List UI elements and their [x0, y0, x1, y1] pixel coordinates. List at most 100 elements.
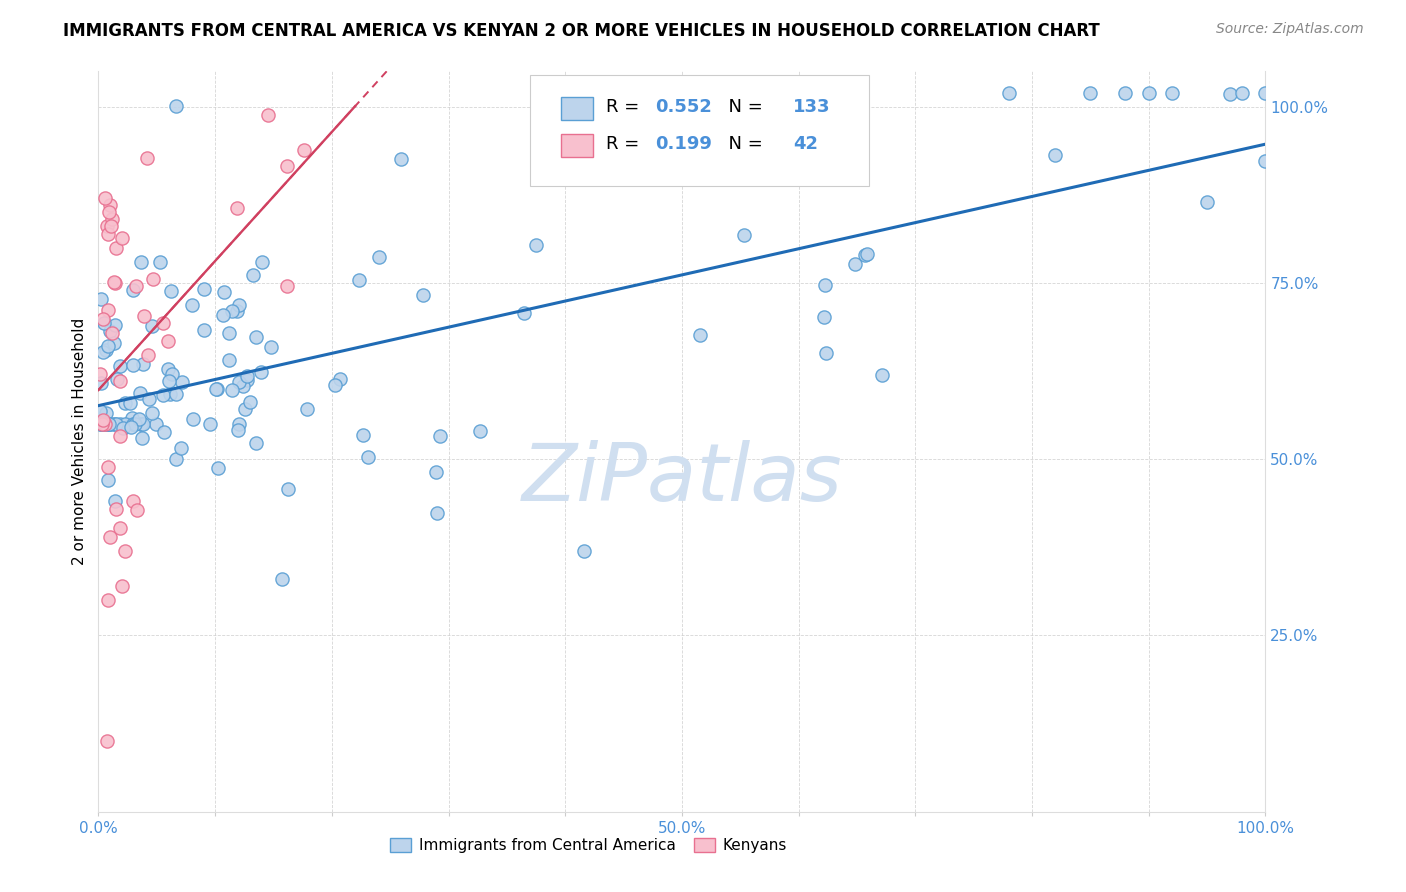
- Point: [97, 473, 120, 487]
- Point: [157, 374, 180, 388]
- Point: [270, 572, 292, 586]
- Point: [250, 366, 273, 380]
- Point: [97, 205, 120, 219]
- Point: [100, 326, 122, 340]
- Point: [103, 275, 125, 289]
- Point: [181, 298, 204, 312]
- Point: [100, 219, 122, 234]
- Point: [104, 417, 127, 431]
- Point: [141, 319, 163, 334]
- Point: [90, 417, 112, 431]
- Point: [134, 310, 156, 324]
- Point: [152, 316, 174, 330]
- Point: [96, 734, 118, 748]
- Text: 42: 42: [793, 135, 818, 153]
- Point: [97, 417, 120, 431]
- Point: [1161, 86, 1184, 100]
- Point: [1254, 86, 1277, 100]
- Y-axis label: 2 or more Vehicles in Household: 2 or more Vehicles in Household: [72, 318, 87, 566]
- Point: [104, 417, 127, 431]
- Point: [136, 151, 159, 165]
- Point: [513, 306, 536, 320]
- Point: [221, 383, 243, 397]
- Point: [160, 368, 183, 382]
- Point: [353, 428, 375, 442]
- Text: 0.552: 0.552: [655, 98, 711, 116]
- Point: [200, 417, 222, 431]
- Point: [97, 417, 120, 431]
- Point: [165, 99, 187, 113]
- Point: [853, 248, 876, 262]
- Point: [105, 372, 128, 386]
- Text: N =: N =: [717, 135, 769, 153]
- Point: [96, 417, 118, 431]
- Point: [90, 292, 112, 306]
- Point: [108, 417, 131, 431]
- Point: [814, 277, 837, 292]
- Point: [145, 417, 167, 431]
- Point: [104, 241, 127, 255]
- Point: [108, 521, 131, 535]
- Point: [138, 392, 160, 407]
- Point: [124, 279, 146, 293]
- Point: [89, 404, 111, 418]
- Point: [1219, 87, 1241, 102]
- Point: [228, 417, 250, 431]
- Point: [242, 268, 264, 283]
- Text: ZiPatlas: ZiPatlas: [522, 440, 842, 517]
- Point: [131, 417, 153, 431]
- Point: [276, 159, 298, 173]
- Point: [93, 316, 115, 330]
- Point: [131, 431, 153, 445]
- Point: [103, 494, 125, 508]
- Point: [98, 198, 121, 212]
- Point: [277, 482, 299, 496]
- Point: [110, 359, 132, 373]
- Point: [129, 385, 152, 400]
- Point: [91, 415, 114, 429]
- Point: [108, 374, 131, 388]
- Point: [122, 359, 145, 373]
- Point: [97, 593, 120, 607]
- Point: [94, 191, 117, 205]
- Point: [129, 254, 152, 268]
- Text: N =: N =: [717, 98, 769, 116]
- Point: [218, 352, 240, 367]
- Point: [207, 461, 229, 475]
- Point: [89, 417, 111, 431]
- Point: [128, 412, 150, 426]
- Point: [157, 362, 180, 376]
- Point: [235, 401, 257, 416]
- Point: [103, 336, 125, 351]
- Point: [121, 417, 143, 431]
- Point: [1137, 86, 1160, 100]
- Point: [1195, 194, 1218, 209]
- Point: [207, 382, 229, 396]
- Point: [260, 340, 283, 354]
- Point: [429, 429, 451, 443]
- Point: [101, 417, 124, 431]
- Point: [426, 506, 449, 520]
- Point: [232, 379, 254, 393]
- Point: [124, 417, 146, 431]
- Point: [294, 143, 316, 157]
- Point: [356, 450, 378, 464]
- Point: [245, 330, 267, 344]
- Point: [120, 420, 142, 434]
- Text: IMMIGRANTS FROM CENTRAL AMERICA VS KENYAN 2 OR MORE VEHICLES IN HOUSEHOLD CORREL: IMMIGRANTS FROM CENTRAL AMERICA VS KENYA…: [63, 22, 1099, 40]
- Point: [101, 212, 124, 227]
- Point: [152, 388, 174, 402]
- Point: [94, 417, 117, 431]
- Point: [1114, 86, 1136, 100]
- Point: [120, 396, 142, 410]
- Point: [997, 86, 1019, 100]
- Point: [90, 376, 112, 390]
- Point: [111, 579, 134, 593]
- Point: [97, 339, 120, 353]
- Point: [221, 304, 243, 318]
- Point: [211, 309, 233, 323]
- Point: [214, 285, 236, 299]
- Point: [218, 326, 240, 340]
- Point: [129, 417, 152, 431]
- Point: [96, 219, 118, 234]
